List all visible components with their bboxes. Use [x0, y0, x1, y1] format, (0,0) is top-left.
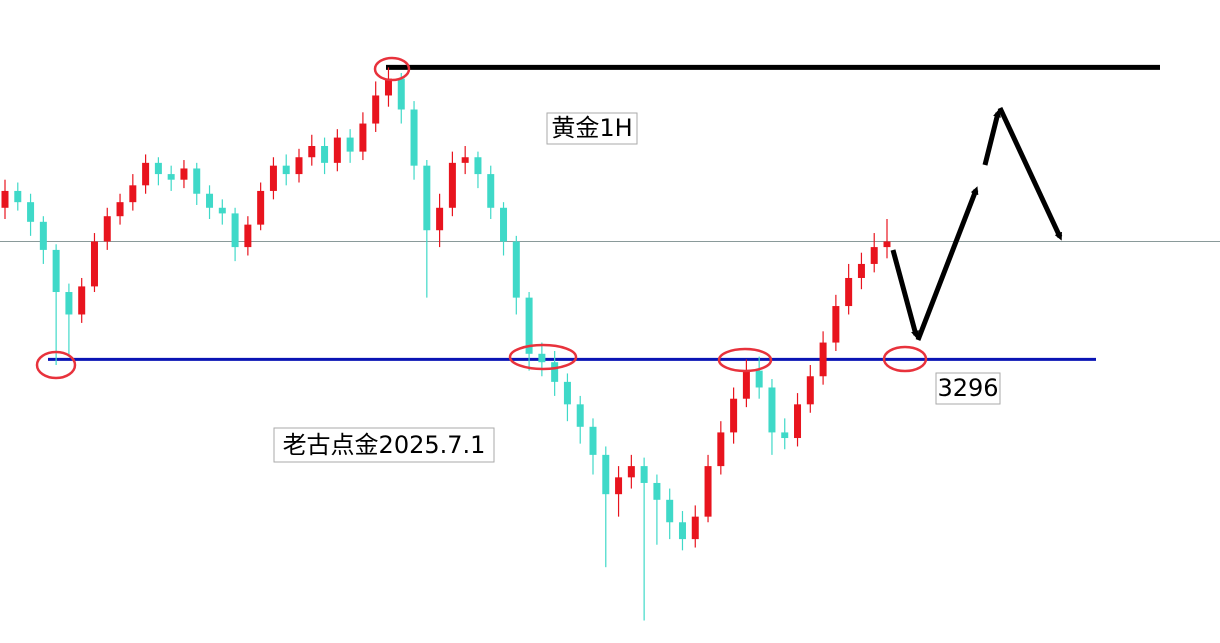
candle-body — [359, 123, 367, 152]
candle-body — [142, 162, 150, 186]
candle-body — [397, 78, 405, 110]
candle-body — [704, 466, 712, 517]
candle-body — [282, 165, 290, 175]
candle-body — [666, 499, 674, 523]
candle-body — [512, 241, 520, 298]
candle-body — [448, 162, 456, 208]
candle-body — [576, 404, 584, 427]
candle-body — [563, 381, 571, 405]
candle-body — [193, 168, 201, 194]
projection-arrows — [890, 106, 1063, 341]
annotation-box — [273, 427, 495, 463]
title-box — [546, 112, 638, 145]
candle-body — [615, 477, 623, 495]
circle — [508, 343, 578, 371]
candle-body — [832, 306, 840, 343]
candle-body — [346, 137, 354, 152]
candle-body — [730, 398, 738, 433]
candle-body — [857, 263, 865, 278]
candle-body — [410, 109, 418, 166]
candle-body — [180, 168, 188, 180]
candle-body — [883, 241, 891, 248]
highlight-circles — [35, 56, 928, 380]
candle-body — [742, 370, 750, 399]
chart-title: 黄金1H — [551, 114, 632, 142]
candle-body — [436, 207, 444, 231]
candle-body — [794, 404, 802, 439]
candle-body — [589, 426, 597, 455]
annotation: 老古点金2025.7.1 — [283, 431, 486, 459]
candle-body — [103, 216, 111, 242]
candle-body — [372, 95, 380, 124]
candle-body — [218, 207, 226, 214]
circle — [717, 347, 773, 373]
candle-body — [14, 190, 22, 203]
candle-body — [640, 466, 648, 483]
arrow — [997, 106, 1063, 241]
candle-body — [384, 78, 392, 96]
candle-body — [295, 157, 303, 175]
circle — [882, 345, 928, 373]
arrow — [915, 186, 979, 341]
candle-body — [39, 221, 47, 250]
candle-body — [206, 193, 214, 208]
candle-body — [781, 432, 789, 439]
candle-body — [167, 174, 175, 180]
candle-body — [691, 516, 699, 540]
candle-body — [333, 137, 341, 163]
candle-body — [116, 202, 124, 217]
candle-body — [806, 376, 814, 405]
candle-body — [78, 286, 86, 315]
candle-body — [819, 342, 827, 377]
candle-body — [231, 213, 239, 248]
candle-body — [269, 165, 277, 191]
candle-body — [845, 277, 853, 307]
candle-body — [653, 482, 661, 500]
candle-body — [678, 522, 686, 540]
candle-body — [487, 174, 495, 208]
arrow — [982, 109, 1001, 166]
candle-body — [755, 370, 763, 388]
candle-body — [717, 432, 725, 467]
candle-body — [308, 146, 316, 158]
candle-body — [474, 157, 482, 175]
candle-body — [627, 466, 635, 478]
candle-body — [461, 157, 469, 163]
candle-body — [27, 202, 35, 222]
candle-body — [65, 292, 73, 315]
circle — [35, 350, 77, 380]
candle-body — [244, 224, 252, 248]
candle-body — [500, 207, 508, 242]
candle-body — [602, 454, 610, 495]
level-label: 3296 — [937, 374, 998, 402]
candle-body — [90, 241, 98, 287]
candle-body — [52, 249, 60, 293]
candle-body — [154, 162, 162, 175]
candle-body — [538, 353, 546, 363]
candle-body — [525, 297, 533, 354]
arrow — [890, 249, 919, 339]
candle-body — [321, 146, 329, 163]
candle-body — [257, 190, 265, 225]
candle-body — [129, 185, 137, 203]
candle-body — [870, 247, 878, 264]
candle-body — [551, 362, 559, 382]
plot — [0, 64, 1220, 621]
level-box — [935, 372, 1001, 405]
circle — [373, 56, 411, 82]
candle-body — [1, 190, 9, 208]
candle-body — [423, 165, 431, 231]
candle-body — [768, 387, 776, 433]
